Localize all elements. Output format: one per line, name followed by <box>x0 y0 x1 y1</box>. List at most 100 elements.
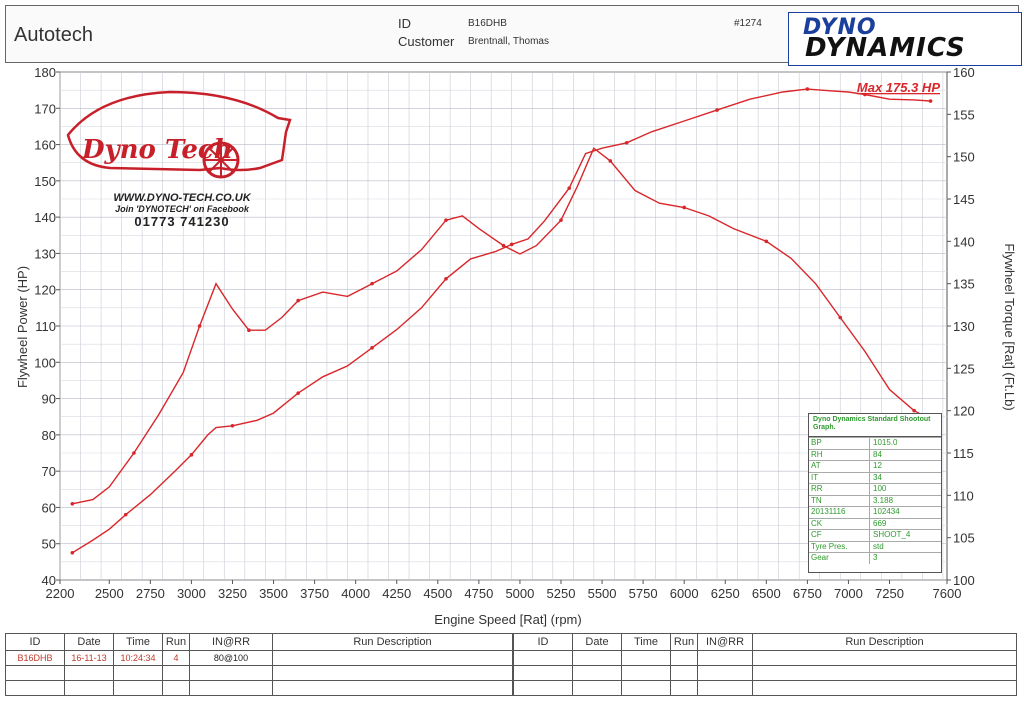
torque-point <box>197 324 202 328</box>
id-value: B16DHB <box>468 18 507 29</box>
y-right-tick-label: 110 <box>953 488 974 503</box>
run-table-left: ID Date Time Run IN@RR Run Description B… <box>5 633 513 696</box>
run-parameters-box: Dyno Dynamics Standard Shootout Graph. B… <box>808 413 942 573</box>
x-tick-label: 6750 <box>793 586 822 601</box>
chart-series <box>70 87 933 555</box>
x-tick-label: 3250 <box>218 586 247 601</box>
y-right-tick-label: 120 <box>953 404 975 419</box>
table-row <box>5 665 513 681</box>
x-tick-label: 6500 <box>752 586 781 601</box>
run-id: B16DHB <box>5 650 65 666</box>
legend-row: RR 100 <box>809 483 941 495</box>
power-point <box>189 453 194 457</box>
x-tick-label: 3000 <box>177 586 206 601</box>
torque-point <box>247 328 251 333</box>
run-table-header-row: ID Date Time Run IN@RR Run Description <box>5 633 513 651</box>
y-right-tick-label: 150 <box>953 150 975 165</box>
power-point <box>863 92 867 97</box>
power-point <box>123 512 128 517</box>
y-right-tick-label: 145 <box>953 192 975 207</box>
id-label: ID <box>398 16 411 31</box>
y-left-tick-label: 60 <box>42 500 56 515</box>
legend-row: CF SHOOT_4 <box>809 529 941 541</box>
legend-value: std <box>873 541 884 551</box>
legend-row: TN 3.188 <box>809 494 941 506</box>
power-point <box>370 345 374 350</box>
torque-point <box>912 408 916 413</box>
x-tick-label: 6250 <box>711 586 740 601</box>
x-tick-label: 4750 <box>464 586 493 601</box>
power-series-line <box>71 88 931 554</box>
legend-row: RH 84 <box>809 448 941 460</box>
run-table-area: ID Date Time Run IN@RR Run Description B… <box>5 633 1017 705</box>
torque-point <box>608 159 613 163</box>
table-row[interactable]: B16DHB 16-11-13 10:24:34 4 80@100 <box>5 650 513 666</box>
chart-grid <box>59 71 948 581</box>
col-id: ID <box>5 633 65 651</box>
y-left-tick-label: 180 <box>34 65 56 80</box>
power-point <box>230 423 235 428</box>
col-date: Date <box>572 633 622 651</box>
y-left-tick-label: 50 <box>42 537 56 552</box>
y-right-tick-label: 125 <box>953 361 975 376</box>
x-tick-label: 3750 <box>300 586 329 601</box>
y-left-tick-label: 130 <box>34 246 56 261</box>
power-point <box>444 277 448 281</box>
power-point <box>715 108 719 112</box>
power-point <box>567 186 572 190</box>
col-description: Run Description <box>272 633 513 651</box>
y-left-tick-label: 90 <box>42 392 56 407</box>
y-right-tick-label: 100 <box>953 573 975 588</box>
y-right-tick-label: 105 <box>953 531 975 546</box>
legend-value: 34 <box>873 472 882 482</box>
table-row <box>513 665 1017 681</box>
y-left-tick-label: 70 <box>42 464 56 479</box>
legend-row: CK 669 <box>809 517 941 529</box>
power-point <box>296 391 300 395</box>
legend-value: SHOOT_4 <box>873 530 911 539</box>
promo-website: WWW.DYNO-TECH.CO.UK <box>113 192 251 204</box>
run-table-right: ID Date Time Run IN@RR Run Description <box>513 633 1017 696</box>
customer-value: Brentnall, Thomas <box>468 36 549 47</box>
torque-point <box>764 239 769 244</box>
col-description: Run Description <box>752 633 1017 651</box>
promo-facebook: Join 'DYNOTECH' on Facebook <box>115 204 249 214</box>
power-point <box>509 242 514 247</box>
torque-point <box>682 205 686 210</box>
y-left-tick-label: 160 <box>34 138 56 153</box>
x-tick-label: 2500 <box>95 586 124 601</box>
y-left-tick-label: 170 <box>34 101 56 116</box>
max-power-label: Max 175.3 HP <box>857 80 940 95</box>
y-left-tick-label: 40 <box>42 573 56 588</box>
legend-row: IT 34 <box>809 471 941 483</box>
table-row <box>513 680 1017 696</box>
legend-key: CK <box>809 518 870 529</box>
col-time: Time <box>113 633 163 651</box>
legend-key: TN <box>809 495 870 506</box>
x-tick-label: 7600 <box>933 586 962 601</box>
col-run: Run <box>162 633 190 651</box>
power-point <box>624 140 629 145</box>
x-tick-label: 6000 <box>670 586 699 601</box>
legend-value: 84 <box>873 449 882 459</box>
legend-value: 102434 <box>873 507 900 516</box>
col-inrr: IN@RR <box>189 633 273 651</box>
torque-point <box>501 243 506 248</box>
run-inrr: 80@100 <box>189 650 273 666</box>
x-tick-label: 4250 <box>382 586 411 601</box>
x-axis-label: Engine Speed [Rat] (rpm) <box>434 612 581 627</box>
legend-row: Tyre Pres. std <box>809 540 941 552</box>
legend-row: AT 12 <box>809 460 941 472</box>
legend-key: CF <box>809 530 870 541</box>
y-right-tick-label: 130 <box>953 319 975 334</box>
company-name: Autotech <box>14 24 93 46</box>
table-row <box>5 680 513 696</box>
run-description <box>272 650 513 666</box>
legend-key: IT <box>809 472 870 483</box>
x-tick-label: 4000 <box>341 586 370 601</box>
x-tick-label: 5250 <box>547 586 576 601</box>
legend-key: Gear <box>809 553 870 564</box>
y-right-axis-label: Flywheel Torque [Rat] (Ft.Lb) <box>1002 243 1017 410</box>
customer-label: Customer <box>398 34 455 49</box>
